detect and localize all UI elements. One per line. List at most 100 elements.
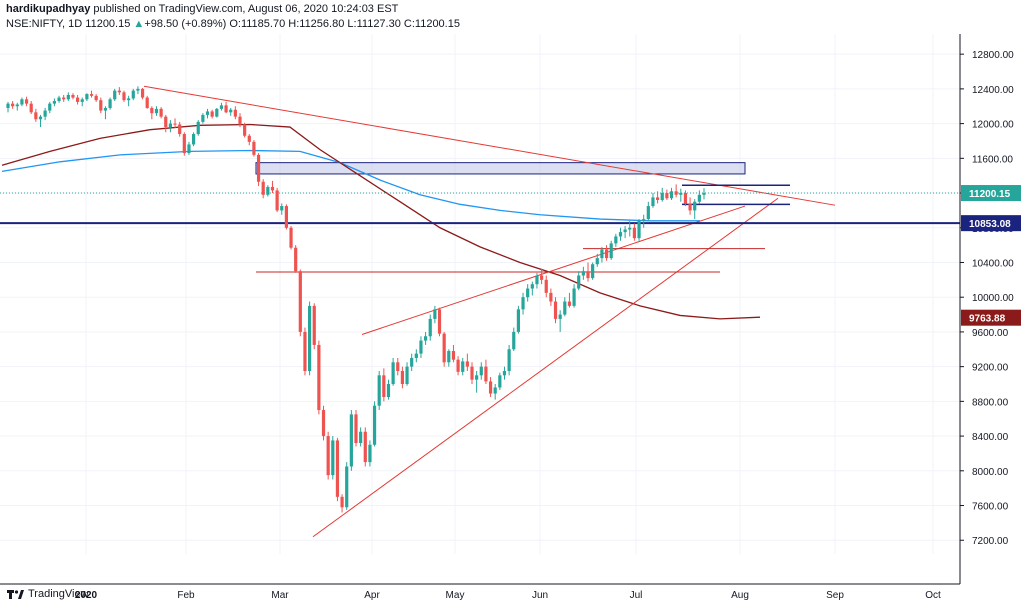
candle-body [164,116,168,128]
candle-body [470,366,474,380]
candle-body [29,103,33,113]
candle-body [266,186,270,195]
candle-body [335,440,340,497]
candle-body [312,305,316,345]
candle-body [20,99,24,105]
price-label-text: 11200.15 [969,189,1011,200]
candle-body [623,229,627,233]
candle-body [437,309,442,334]
candle-body [345,466,349,508]
candle-body [187,144,191,154]
brand-label[interactable]: TradingView [28,588,89,600]
candle-body [410,357,414,367]
candle-body [34,112,38,120]
candle-body [80,99,84,102]
candle-body [595,258,599,265]
candle-body [553,301,558,319]
candle-body [89,94,94,96]
candle-body [683,193,688,204]
candle-body [113,90,117,100]
price-label-box [961,309,1021,326]
candle-body [15,104,19,107]
candle-body [526,288,530,298]
tradingview-logo-icon [7,590,24,599]
candle-body [308,305,312,371]
candle-body [205,111,210,115]
y-tick-label: 7200.00 [972,536,1009,547]
candle-body [521,297,525,310]
x-tick-label: Oct [925,590,941,601]
candle-body [479,366,483,376]
y-tick-label: 10400.00 [972,258,1014,269]
candle-body [414,353,418,358]
candle-body [38,116,43,120]
candle-body [275,190,279,211]
candle-body [669,191,674,199]
resistance-zone [255,162,746,175]
author-name[interactable]: hardikupadhyay [6,3,91,15]
candle-body [326,436,330,476]
candle-body [419,340,423,354]
candle-body [558,314,562,319]
candle-body [62,97,66,100]
candle-body [24,99,29,104]
ma-slow-line [1,123,761,320]
candle-body [484,366,488,382]
candle-body [674,191,678,195]
candle-body [11,103,15,107]
candle-body [159,108,163,117]
candle-body [451,351,456,360]
candle-body [215,108,219,117]
candle-body [697,194,701,202]
y-tick-label: 11600.00 [972,154,1013,165]
candle-body [544,279,548,293]
candle-body [280,206,284,211]
open-value: 11185.70 [240,18,286,30]
candle-body [618,232,623,237]
candle-body [507,349,511,371]
candle-body [256,154,261,182]
footer: TradingView [6,588,89,600]
candle-body [103,107,108,111]
candle-body [238,116,242,125]
candle-body [52,101,56,104]
candle-body [433,309,437,319]
low-value: 11127.30 [356,18,401,30]
candle-body [331,440,335,476]
grid [0,34,960,554]
zone-rect [255,162,746,175]
candle-body [447,351,451,363]
trend-line [312,197,779,538]
candle-body [43,110,47,117]
candle-body [261,181,265,195]
candle-body [656,197,660,200]
publish-info: hardikupadhyay published on TradingView.… [6,3,398,15]
candle-body [201,114,205,122]
price-chart[interactable]: 12800.0012400.0012000.0011600.0011200.00… [0,34,1023,614]
candle-body [252,141,256,155]
candle-body [233,109,237,117]
symbol-info: NSE:NIFTY, 1D 11200.15 ▲+98.50 (+0.89%) … [6,18,460,30]
candle-body [382,375,386,398]
close-value: 11200.15 [414,18,460,30]
candle-body [498,375,502,388]
candle-body [136,88,140,91]
candle-body [549,292,553,302]
x-tick-label: Mar [271,590,289,601]
candle-body [604,249,609,259]
candle-body [76,97,80,102]
candle-body [219,105,224,109]
candle-body [386,384,391,398]
candle-body [48,103,52,111]
trend-line [143,85,836,206]
candle-body [586,271,590,279]
candle-body [182,134,186,154]
x-tick-label: Feb [177,590,195,601]
candle-body [150,107,154,114]
candle-body [572,288,576,306]
candle-body [168,123,172,128]
y-tick-label: 12000.00 [972,120,1014,131]
x-tick-label: 2020 [75,590,98,601]
candle-body [665,193,669,199]
candle-body [535,275,539,285]
